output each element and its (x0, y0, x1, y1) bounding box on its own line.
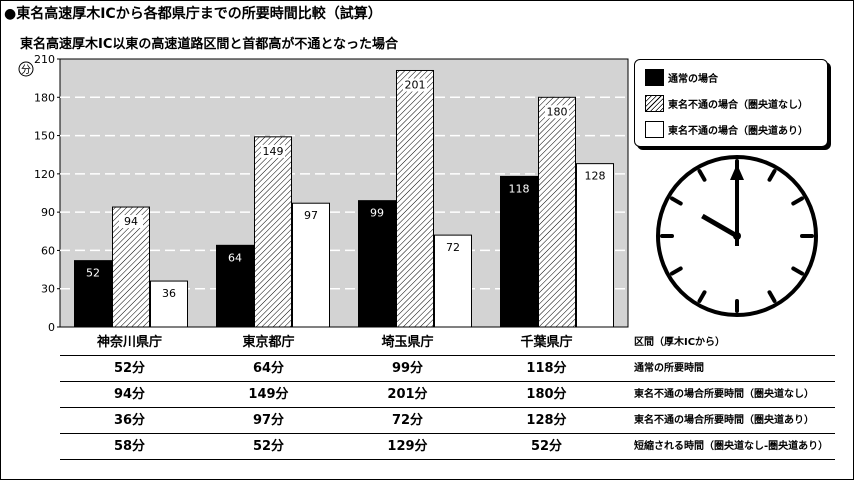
data-label: 36 (162, 287, 176, 300)
table-row-label: 短縮される時間（圏央道なし-圏央道あり） (634, 441, 829, 452)
table-cell: 94分 (113, 387, 146, 402)
table-cell: 129分 (387, 439, 428, 454)
table-row: 58分 52分 129分 52分 短縮される時間（圏央道なし-圏央道あり） (60, 434, 840, 459)
y-tick-label: 60 (41, 244, 55, 257)
bar (216, 244, 254, 328)
table-row: 36分 97分 72分 128分 東名不通の場合所要時間（圏央道あり） (60, 408, 840, 433)
y-tick-label: 210 (34, 53, 55, 66)
chart-legend: 通常の場合 東名不通の場合（圏央道なし） 東名不通の場合（圏央道あり） (634, 59, 828, 147)
table-cell: 118分 (526, 361, 567, 376)
bar (396, 69, 434, 328)
table-cell: 52分 (113, 361, 146, 376)
category-label: 埼玉県庁 (381, 335, 434, 350)
table-cell: 201分 (387, 387, 428, 402)
table-cell: 97分 (252, 413, 285, 428)
data-label: 64 (228, 251, 242, 264)
bar (538, 96, 576, 328)
legend-label: 東名不通の場合（圏央道あり） (668, 125, 808, 137)
table-row-label: 東名不通の場合所要時間（圏央道あり） (634, 415, 814, 426)
y-axis-unit: 分 (18, 61, 34, 77)
table-row: 52分 64分 99分 118分 通常の所要時間 (60, 356, 840, 381)
data-label-bg (119, 215, 143, 229)
data-label: 149 (263, 145, 284, 158)
y-tick-label: 90 (41, 206, 55, 219)
category-label: 千葉県庁 (520, 335, 573, 350)
legend-item-closed-with-ring: 東名不通の場合（圏央道あり） (645, 119, 808, 139)
data-label: 128 (585, 170, 606, 183)
table-divider (60, 381, 835, 382)
data-label: 52 (86, 267, 100, 280)
bar (358, 200, 396, 328)
bar (254, 136, 292, 328)
y-tick-label: 150 (34, 130, 55, 143)
table-cell: 58分 (113, 439, 146, 454)
table-cell: 52分 (530, 439, 563, 454)
y-axis-label: 分 (21, 64, 31, 76)
table-cell: 149分 (248, 387, 289, 402)
main-title: ●東名高速厚木ICから各都県庁までの所要時間比較（試算） (4, 6, 382, 22)
category-label: 東京都庁 (242, 335, 295, 350)
table-divider (60, 433, 835, 434)
table-cell: 52分 (252, 439, 285, 454)
table-divider (60, 407, 835, 408)
legend-swatch-hatched (645, 94, 664, 112)
table-cell: 36分 (113, 413, 146, 428)
table-header-row: 神奈川県庁 東京都庁 埼玉県庁 千葉県庁 区間（厚木ICから） (60, 330, 840, 355)
bar (576, 163, 614, 328)
bar (74, 260, 112, 328)
legend-swatch-black (645, 68, 664, 86)
data-label: 94 (124, 215, 138, 228)
table-header-label: 区間（厚木ICから） (634, 337, 726, 348)
data-label: 201 (405, 78, 426, 91)
table-row: 94分 149分 201分 180分 東名不通の場合所要時間（圏央道なし） (60, 382, 840, 407)
data-label: 99 (370, 207, 384, 220)
legend-swatch-white (645, 120, 664, 138)
table-row-label: 東名不通の場合所要時間（圏央道なし） (634, 389, 814, 400)
legend-item-closed-no-ring: 東名不通の場合（圏央道なし） (645, 93, 808, 113)
table-divider (60, 459, 835, 460)
legend-item-normal: 通常の場合 (645, 67, 718, 87)
data-label: 72 (446, 241, 460, 254)
data-label-bg (403, 78, 427, 92)
legend-label: 東名不通の場合（圏央道なし） (668, 99, 808, 111)
y-tick-label: 0 (48, 321, 55, 334)
data-label: 97 (304, 209, 318, 222)
bar (292, 202, 330, 328)
y-tick-label: 30 (41, 283, 55, 296)
data-label-bg (545, 105, 569, 119)
bar (500, 175, 538, 328)
bar (434, 234, 472, 328)
data-label: 118 (509, 182, 530, 195)
subtitle: 東名高速厚木IC以東の高速道路区間と首都高が不通となった場合 (20, 37, 398, 52)
table-cell: 128分 (526, 413, 567, 428)
y-tick-label: 120 (34, 168, 55, 181)
data-label-bg (261, 144, 285, 158)
table-cell: 64分 (252, 361, 285, 376)
data-label: 180 (547, 105, 568, 118)
table-divider (60, 355, 835, 356)
table-cell: 99分 (391, 361, 424, 376)
legend-label: 通常の場合 (668, 73, 718, 85)
bar (150, 280, 188, 328)
bar (112, 206, 150, 328)
table-row-label: 通常の所要時間 (634, 363, 704, 374)
y-tick-label: 180 (34, 91, 55, 104)
table-cell: 180分 (526, 387, 567, 402)
clock-icon (656, 155, 818, 317)
table-cell: 72分 (391, 413, 424, 428)
category-label: 神奈川県庁 (96, 335, 162, 350)
